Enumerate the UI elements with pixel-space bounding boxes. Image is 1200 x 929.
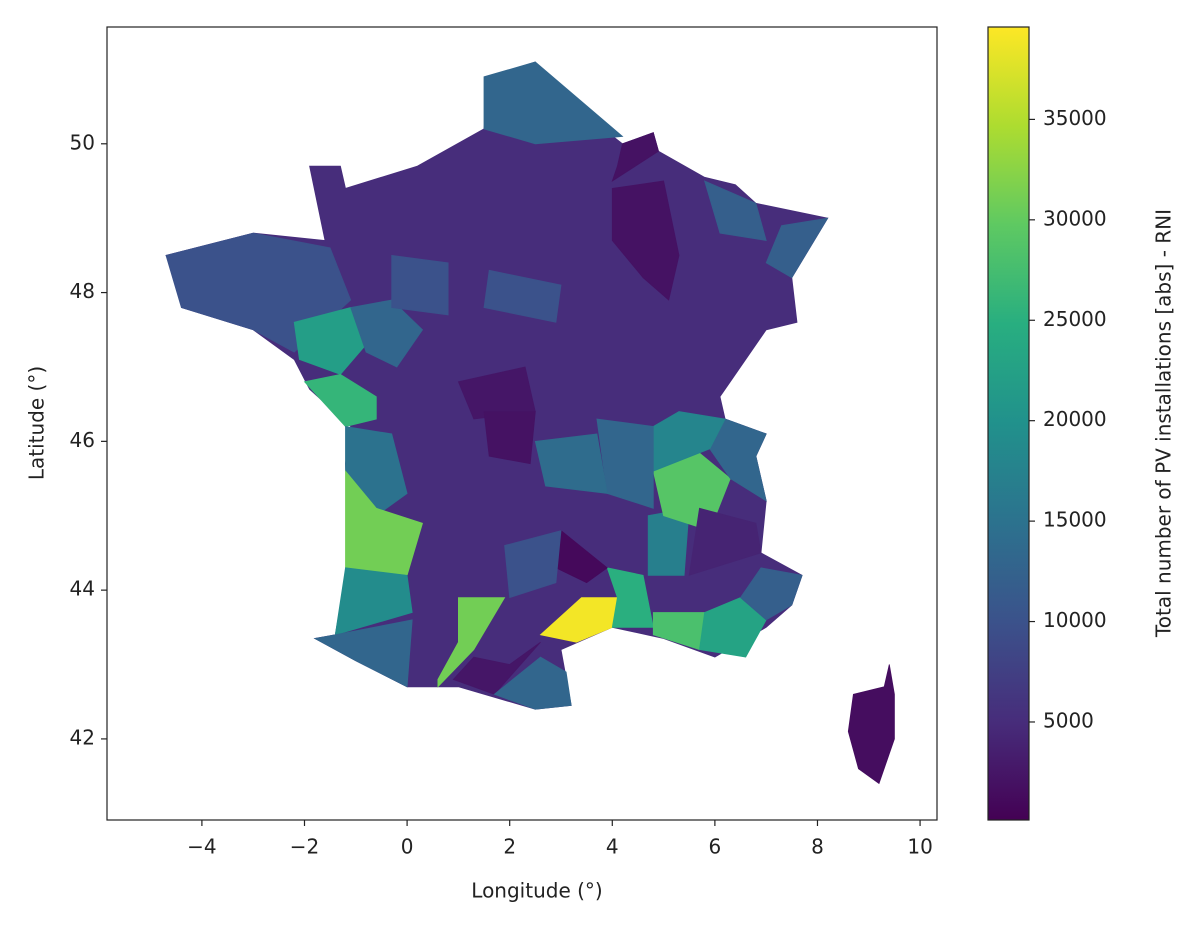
y-tick-label: 44 [70,577,95,601]
colorbar-tick-label: 35000 [1043,106,1107,130]
x-tick-label: 8 [811,835,824,859]
region [611,132,659,182]
region [334,567,413,636]
plot-frame [106,26,938,821]
y-tick-label: 46 [70,428,95,452]
x-tick-label: −4 [187,835,216,859]
y-tick-label: 48 [70,279,95,303]
x-tick-label: 0 [401,835,414,859]
region [606,567,654,628]
x-tick-label: 4 [606,835,619,859]
colorbar-tick-label: 25000 [1043,307,1107,331]
colorbar-tick-label: 5000 [1043,708,1094,732]
region [699,597,767,658]
y-tick-label: 42 [70,725,95,749]
x-tick-label: 6 [709,835,722,859]
region [596,418,654,509]
region [313,619,413,688]
region [739,567,803,621]
region [847,664,895,785]
region [483,411,536,465]
y-axis-label: Latitude (°) [25,366,49,480]
map-layer [165,61,895,785]
colorbar-tick-label: 30000 [1043,206,1107,230]
colorbar-tick-label: 20000 [1043,407,1107,431]
x-tick-label: 10 [907,835,932,859]
colorbar [987,26,1030,821]
region [483,61,624,145]
region [345,426,408,517]
region [688,507,762,576]
region [493,656,572,710]
region [437,597,506,688]
colorbar-tick-label: 10000 [1043,608,1107,632]
x-tick-label: 2 [503,835,516,859]
region [350,299,424,368]
region [303,373,377,427]
colorbar-tick-label: 15000 [1043,508,1107,532]
y-tick-label: 50 [70,130,95,154]
x-axis-label: Longitude (°) [471,879,602,903]
region [504,530,562,599]
colorbar-label: Total number of PV installations [abs] -… [1152,209,1176,638]
region [452,641,541,695]
region [765,217,829,279]
region [293,307,367,375]
region [611,180,680,301]
region [483,269,562,323]
region [534,433,608,494]
region [703,180,767,241]
region [391,254,449,316]
x-tick-label: −2 [290,835,319,859]
region [345,469,423,576]
